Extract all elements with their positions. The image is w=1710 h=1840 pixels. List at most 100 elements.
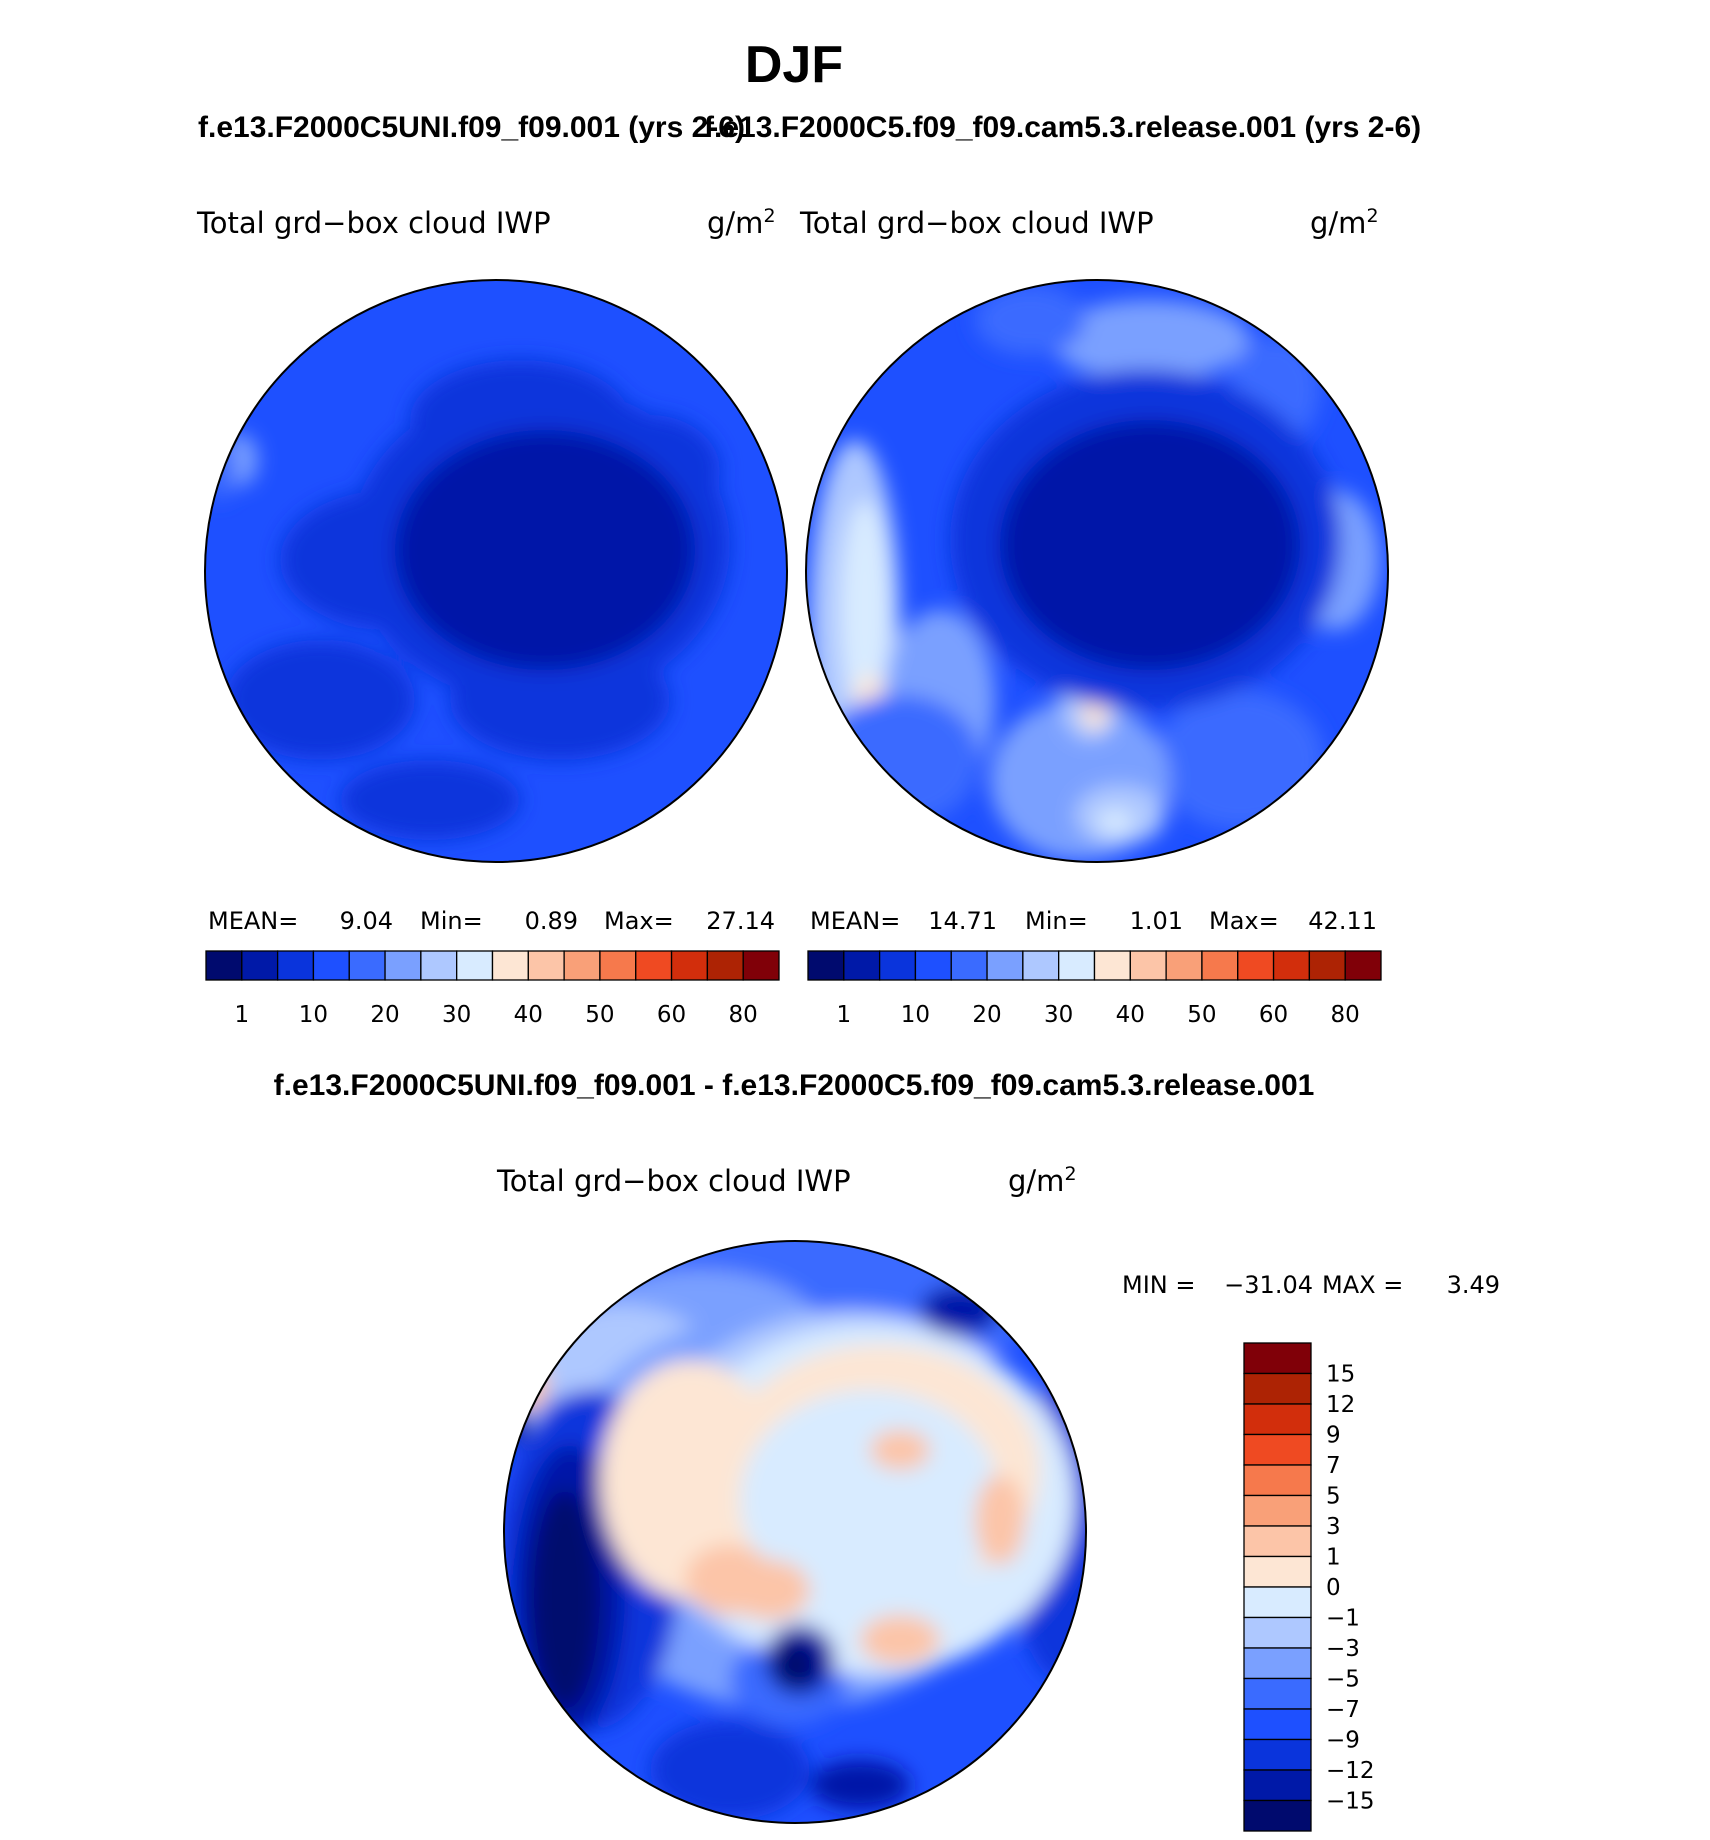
diff-colorbar-tick-label: −5 [1326,1667,1360,1693]
panel-b-colorbar-swatch [914,950,952,981]
diff-colorbar-swatch [1243,1372,1312,1405]
panel-b-colorbar-swatch [1058,950,1096,981]
panel-b-colorbar-tick-label: 60 [1259,1002,1288,1028]
panel-a-colorbar-swatch [491,950,529,981]
panel-b-colorbar-swatch [986,950,1024,981]
panel-b-map-border [805,279,1389,863]
panel-b-min-label: Min= [1025,907,1088,935]
panel-a-colorbar-swatch [742,950,780,981]
panel-b-colorbar-swatch [1093,950,1131,981]
panel-b-colorbar-swatch [807,950,845,981]
panel-a-colorbar-swatch [599,950,637,981]
panel-a-map-border [204,279,788,863]
diff-colorbar-tick-label: 0 [1326,1575,1341,1601]
panel-a-colorbar-tick-label: 80 [729,1002,758,1028]
diff-colorbar-tick-label: 7 [1326,1453,1341,1479]
diff-colorbar-swatch [1243,1799,1312,1832]
diff-colorbar-tick-label: −3 [1326,1636,1360,1662]
panel-a-colorbar-tick-label: 60 [657,1002,686,1028]
diff-colorbar-tick-label: −9 [1326,1728,1360,1754]
diff-units: g/m2 [1008,1163,1077,1198]
panel-b-mean: 14.71 [928,907,997,935]
diff-colorbar-swatch [1243,1403,1312,1436]
panel-a-min-label: Min= [420,907,483,935]
panel-a-colorbar-swatch [635,950,673,981]
panel-a-colorbar-swatch [706,950,744,981]
diff-colorbar-tick-label: 15 [1326,1362,1355,1388]
diff-colorbar-swatch [1243,1616,1312,1649]
panel-b-colorbar-swatch [1237,950,1275,981]
panel-a-units: g/m2 [707,205,776,240]
diff-colorbar-swatch [1243,1708,1312,1741]
panel-a-variable: Total grd−box cloud IWP [196,206,551,240]
panel-a-colorbar-swatch [384,950,422,981]
diff-variable: Total grd−box cloud IWP [496,1164,851,1198]
panel-b-colorbar-swatch [1165,950,1203,981]
panel-a-mean-label: MEAN= [208,907,298,935]
diff-colorbar-tick-label: −12 [1326,1758,1375,1784]
panel-a-colorbar-tick-label: 50 [585,1002,614,1028]
panel-b-colorbar-swatch [1272,950,1311,981]
panel-diff: f.e13.F2000C5UNI.f09_f09.001 - f.e13.F20… [274,1069,1500,1832]
panel-a-colorbar-swatch [456,950,494,981]
panel-b-case-title: f.e13.F2000C5.f09_f09.cam5.3.release.001… [704,111,1421,144]
panel-b-colorbar-tick-label: 10 [901,1002,930,1028]
panel-b-min: 1.01 [1130,907,1183,935]
diff-colorbar-swatch [1243,1464,1312,1497]
diff-colorbar-swatch [1243,1586,1312,1619]
diff-max: 3.49 [1447,1271,1500,1299]
diff-colorbar-swatch [1243,1342,1312,1375]
diff-min-label: MIN = [1122,1271,1195,1299]
panel-a-colorbar-swatch [563,950,601,981]
panel-a-colorbar-tick-label: 1 [234,1002,249,1028]
panel-b-colorbar-swatch [1201,950,1239,981]
diff-colorbar-tick-label: 5 [1326,1484,1341,1510]
panel-a-colorbar-swatch [205,950,243,981]
panel-b-colorbar-tick-label: 80 [1331,1002,1360,1028]
main-title: DJF [745,36,843,94]
panel-a-colorbar-tick-label: 30 [442,1002,471,1028]
panel-a-min: 0.89 [525,907,578,935]
diff-colorbar-swatch [1243,1769,1312,1802]
panel-b-colorbar-tick-label: 1 [836,1002,851,1028]
panel-b-colorbar-tick-label: 50 [1187,1002,1216,1028]
diff-colorbar-swatch [1243,1525,1312,1558]
panel-b-colorbar-swatch [950,950,988,981]
diff-title: f.e13.F2000C5UNI.f09_f09.001 - f.e13.F20… [274,1069,1315,1102]
diff-colorbar-tick-label: −1 [1326,1606,1360,1632]
diff-map [504,1241,1086,1823]
panel-a-max-label: Max= [604,907,674,935]
diff-colorbar-tick-label: −15 [1326,1789,1375,1815]
diff-colorbar: 15 12 9 7 5 3 1 0 −1 −3 −5 −7 −9 −12 −15 [1243,1342,1375,1832]
diff-colorbar-tick-label: 1 [1326,1545,1341,1571]
panel-b-colorbar-swatch [1308,950,1346,981]
panel-b-mean-label: MEAN= [810,907,900,935]
panel-a-mean: 9.04 [340,907,393,935]
panel-a-colorbar-swatch [348,950,386,981]
diff-colorbar-swatch [1243,1494,1312,1527]
panel-a: f.e13.F2000C5UNI.f09_f09.001 (yrs 2-6) T… [196,111,788,1028]
panel-a-map [205,280,787,862]
panel-b-colorbar-tick-label: 30 [1044,1002,1073,1028]
panel-b-max: 42.11 [1308,907,1377,935]
panel-a-colorbar-swatch [276,950,315,981]
panel-b-colorbar-swatch [1129,950,1167,981]
panel-a-colorbar-swatch [420,950,458,981]
panel-b-colorbar: 1 10 20 30 40 50 60 80 [807,950,1382,1028]
panel-b-colorbar-swatch [878,950,917,981]
diff-min: −31.04 [1224,1271,1313,1299]
panel-b-colorbar-swatch [1344,950,1382,981]
diff-map-border [503,1240,1087,1824]
panel-b-max-label: Max= [1209,907,1279,935]
diff-colorbar-swatch [1243,1433,1312,1466]
panel-a-case-title: f.e13.F2000C5UNI.f09_f09.001 (yrs 2-6) [198,111,745,144]
panel-b: f.e13.F2000C5.f09_f09.cam5.3.release.001… [704,111,1421,1028]
diff-colorbar-swatch [1243,1677,1312,1710]
panel-a-colorbar-tick-label: 10 [299,1002,328,1028]
diff-colorbar-tick-label: 3 [1326,1514,1341,1540]
diff-colorbar-swatch [1243,1738,1312,1771]
diff-colorbar-swatch [1243,1647,1312,1680]
diff-colorbar-tick-label: 9 [1326,1423,1341,1449]
panel-a-max: 27.14 [706,907,775,935]
panel-b-variable: Total grd−box cloud IWP [799,206,1154,240]
